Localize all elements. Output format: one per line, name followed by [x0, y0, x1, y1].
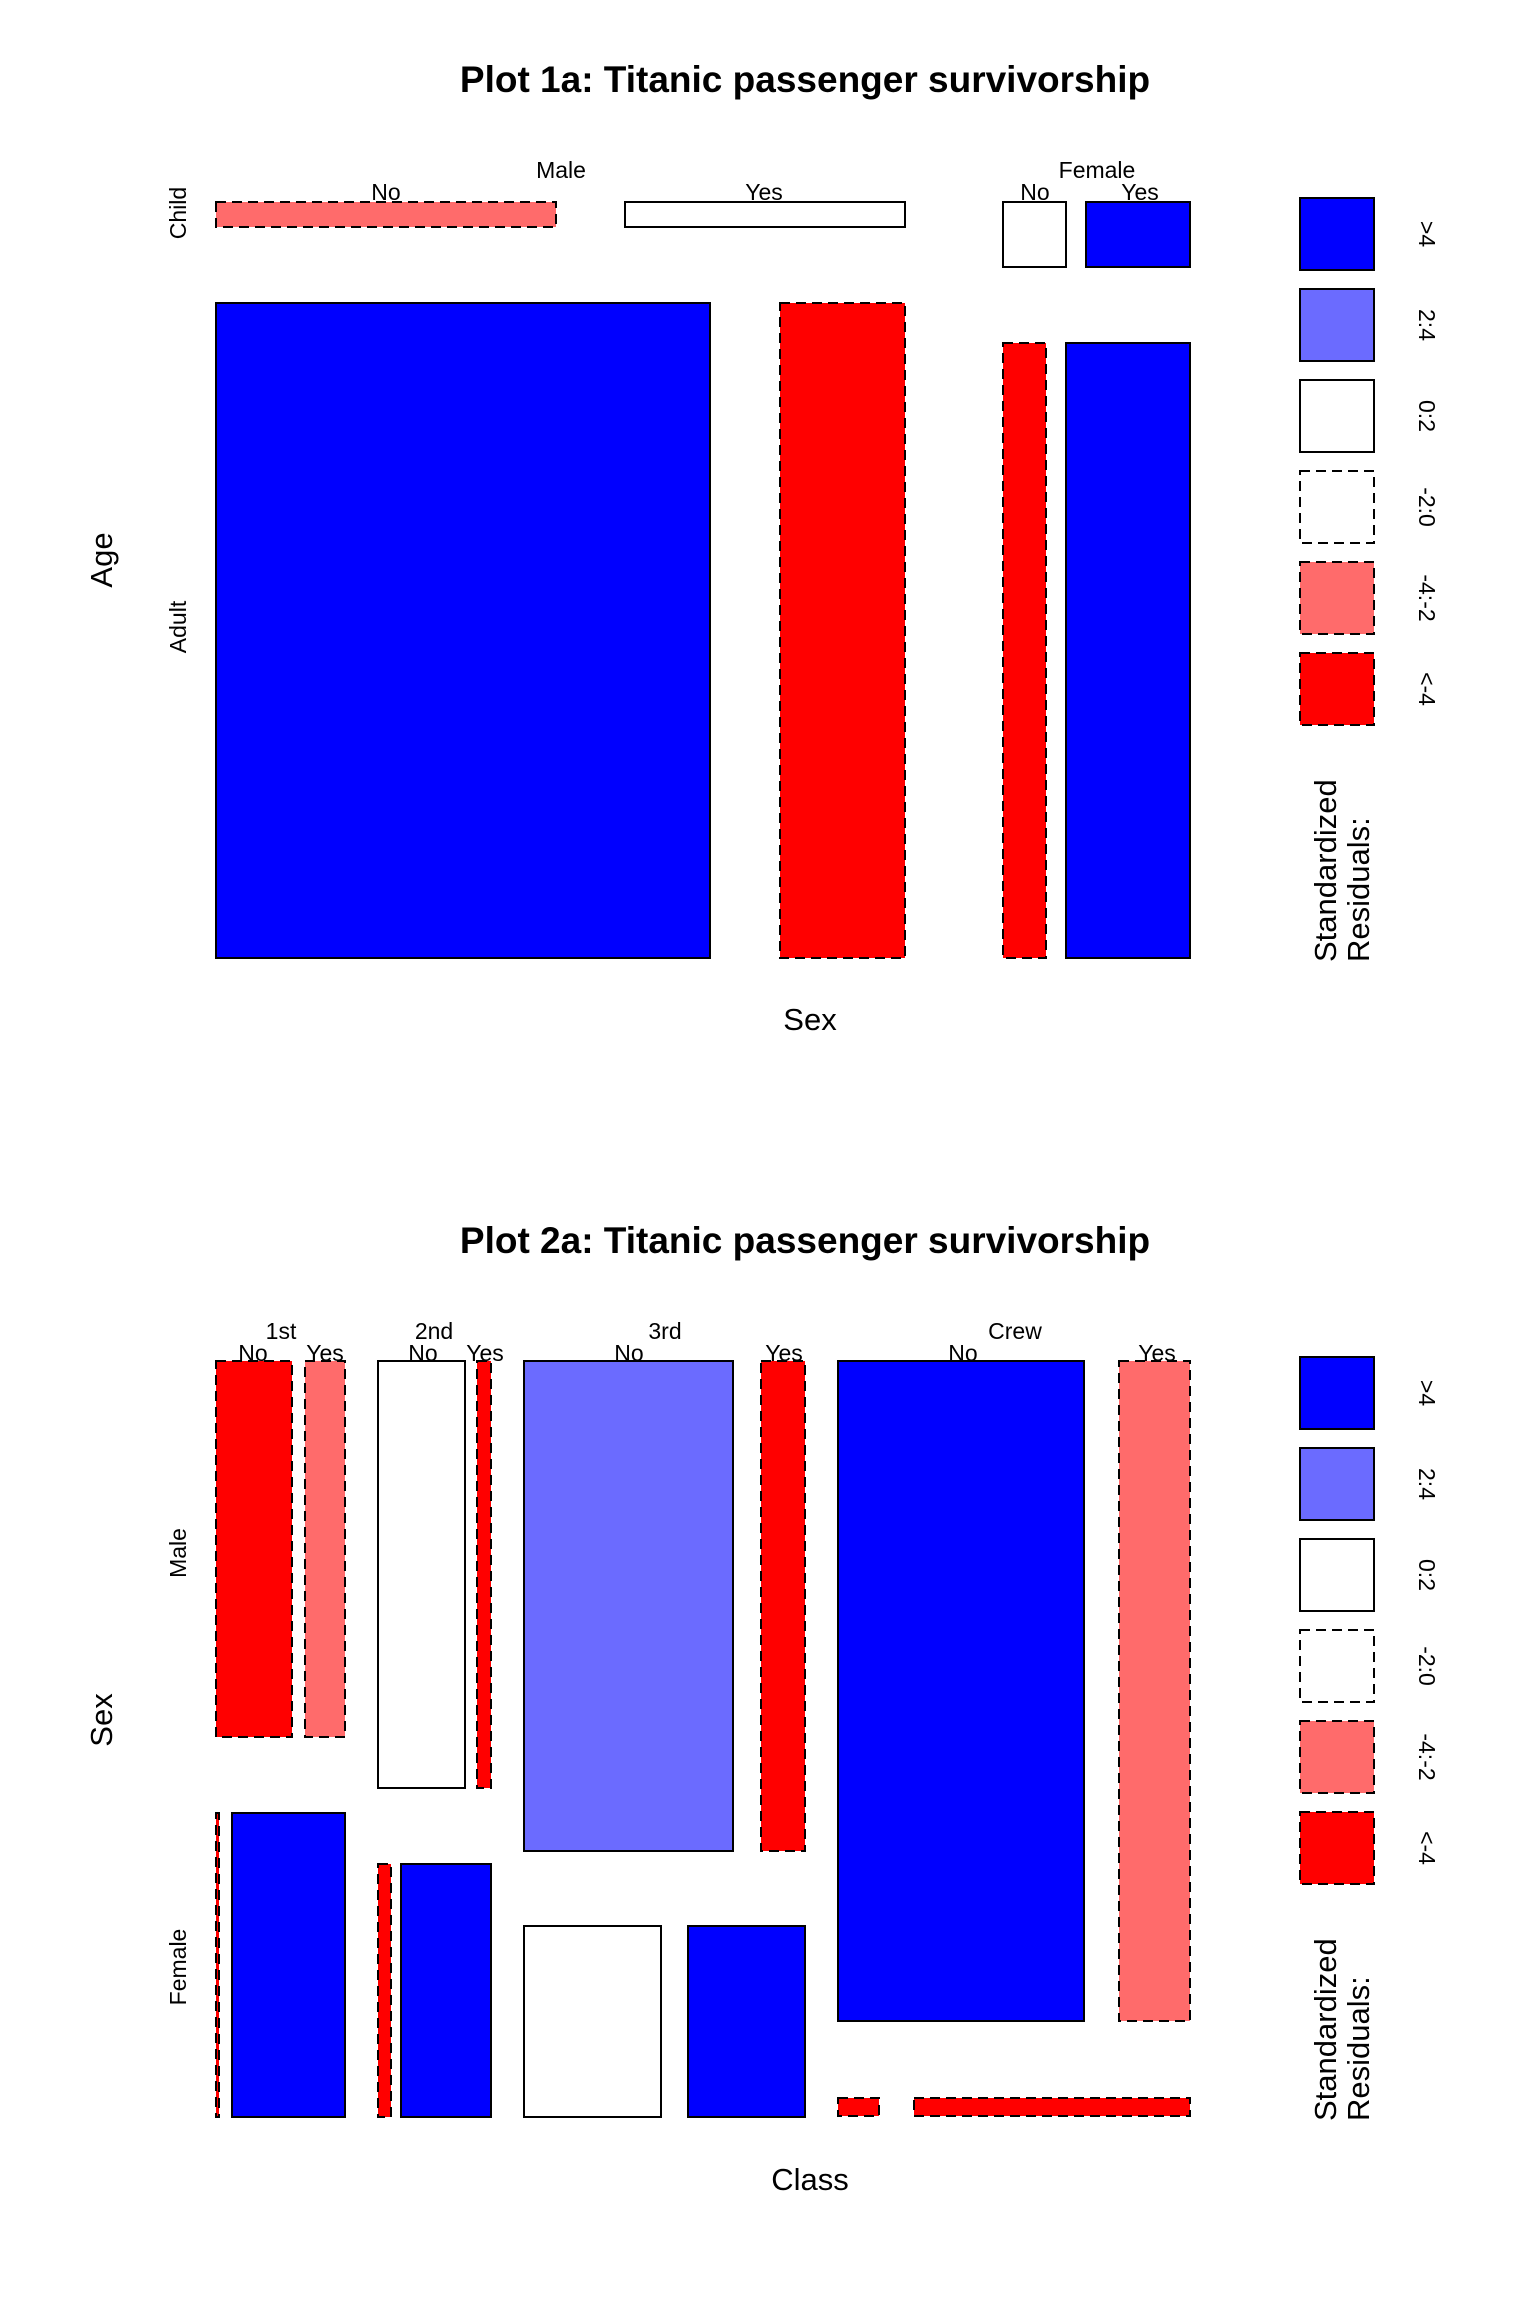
plot-2a-legend-label-gt4: >4	[1414, 1380, 1440, 1406]
plot-2a-tile-crew-male-no	[837, 1360, 1085, 2022]
plot-1a-x-label-male: Male	[536, 157, 586, 183]
plot-1a-split-label-male-no: No	[371, 179, 400, 205]
plot-2a-tile-2nd-male-yes	[476, 1360, 492, 1789]
plot-1a: Plot 1a: Titanic passenger survivorship …	[84, 59, 1440, 1037]
plot-2a-tile-1st-female-no	[215, 1812, 220, 2118]
plot-1a-ylabel: Age	[84, 532, 119, 587]
plot-2a-legend-title: Standardized Residuals:	[1308, 1930, 1376, 2121]
plot-1a-legend-label-lt-4: <-4	[1414, 672, 1440, 706]
plot-1a-legend-label-neg2to0: -2:0	[1414, 487, 1440, 527]
plot-1a-tile-female-child-no	[1002, 201, 1067, 268]
plot-2a-x-label-crew: Crew	[988, 1318, 1042, 1344]
plot-2a-tile-2nd-female-yes	[400, 1863, 492, 2118]
plot-2a-legend-label-neg2to0: -2:0	[1414, 1646, 1440, 1686]
plot-2a-tile-1st-male-no	[215, 1360, 293, 1738]
plot-2a-y-label-female: Female	[165, 1929, 191, 2006]
plot-1a-legend: >4 2:4 0:2 -2:0 -4:-2 <-4 Standardized R…	[1299, 197, 1440, 962]
plot-1a-tile-female-child-yes	[1085, 201, 1191, 268]
plot-2a-tile-crew-female-yes	[913, 2097, 1191, 2117]
plot-1a-legend-label-0to2: 0:2	[1414, 400, 1440, 432]
plot-1a-legend-title-line-1: Standardized	[1308, 779, 1343, 962]
plot-1a-y-label-adult: Adult	[165, 600, 191, 653]
plot-1a-tile-male-child-yes	[624, 201, 906, 228]
plot-2a-x-label-2nd: 2nd	[415, 1318, 453, 1344]
plot-2a-legend-swatch-2to4	[1299, 1447, 1375, 1521]
plot-2a-tile-3rd-male-yes	[760, 1360, 806, 1852]
plot-2a-tile-crew-male-yes	[1118, 1360, 1191, 2022]
plot-1a-x-label-female: Female	[1059, 157, 1136, 183]
plot-2a-x-label-1st: 1st	[266, 1318, 297, 1344]
plot-2a-y-label-male: Male	[165, 1528, 191, 1578]
plot-2a-xlabel: Class	[771, 2162, 849, 2197]
plot-2a-x-label-3rd: 3rd	[648, 1318, 681, 1344]
plot-1a-legend-title-line-2: Residuals:	[1341, 817, 1376, 962]
plot-1a-split-label-female-no: No	[1020, 179, 1049, 205]
plot-2a-legend: >4 2:4 0:2 -2:0 -4:-2 <-4 Standardized R…	[1299, 1356, 1440, 2121]
plot-2a-title: Plot 2a: Titanic passenger survivorship	[460, 1220, 1150, 1261]
plot-2a-tile-crew-female-no	[837, 2097, 880, 2117]
plot-2a-tile-2nd-male-no	[377, 1360, 466, 1789]
plot-1a-legend-swatch-neg2to0	[1299, 470, 1375, 544]
plot-2a: Plot 2a: Titanic passenger survivorship …	[84, 1220, 1440, 2197]
plot-1a-tile-female-adult-no	[1002, 342, 1047, 959]
plot-2a-legend-swatch-0to2	[1299, 1538, 1375, 1612]
plot-2a-legend-swatch-neg4to-2	[1299, 1720, 1375, 1794]
plot-2a-legend-title-line-2: Residuals:	[1341, 1976, 1376, 2121]
plot-2a-legend-label-0to2: 0:2	[1414, 1559, 1440, 1591]
plot-1a-title: Plot 1a: Titanic passenger survivorship	[460, 59, 1150, 100]
plot-1a-xlabel: Sex	[783, 1002, 837, 1037]
plot-1a-legend-swatch-0to2	[1299, 379, 1375, 453]
plot-1a-split-label-male-yes: Yes	[745, 179, 783, 205]
plot-2a-tile-3rd-male-no	[523, 1360, 734, 1852]
plot-2a-tile-2nd-female-no	[377, 1863, 392, 2118]
plot-2a-legend-label-lt-4: <-4	[1414, 1831, 1440, 1865]
plot-2a-legend-label-neg4to-2: -4:-2	[1414, 1733, 1440, 1780]
plot-2a-legend-swatch-gt4	[1299, 1356, 1375, 1430]
plot-1a-tile-male-adult-no	[215, 302, 711, 959]
plot-2a-tile-3rd-female-yes	[687, 1925, 806, 2118]
plot-1a-legend-swatch-gt4	[1299, 197, 1375, 271]
plot-2a-tile-1st-male-yes	[304, 1360, 346, 1738]
plot-1a-split-label-female-yes: Yes	[1121, 179, 1159, 205]
plot-2a-tile-1st-female-yes	[231, 1812, 346, 2118]
plot-1a-legend-title: Standardized Residuals:	[1308, 771, 1376, 962]
plot-1a-legend-label-2to4: 2:4	[1414, 309, 1440, 341]
plot-2a-tile-3rd-female-no	[523, 1925, 662, 2118]
plot-1a-y-label-child: Child	[165, 187, 191, 239]
plot-2a-legend-title-line-1: Standardized	[1308, 1938, 1343, 2121]
plot-1a-tile-female-adult-yes	[1065, 342, 1191, 959]
plot-2a-legend-label-2to4: 2:4	[1414, 1468, 1440, 1500]
plot-1a-legend-swatch-2to4	[1299, 288, 1375, 362]
plot-2a-ylabel: Sex	[84, 1693, 119, 1747]
plot-1a-legend-swatch-neg4to-2	[1299, 561, 1375, 635]
plot-2a-legend-swatch-lt-4	[1299, 1811, 1375, 1885]
plot-1a-legend-swatch-lt-4	[1299, 652, 1375, 726]
plot-1a-tile-male-child-no	[215, 201, 557, 228]
plot-1a-legend-label-gt4: >4	[1414, 221, 1440, 247]
plot-1a-tile-male-adult-yes	[779, 302, 906, 959]
plot-1a-legend-label-neg4to-2: -4:-2	[1414, 574, 1440, 621]
plot-2a-legend-swatch-neg2to0	[1299, 1629, 1375, 1703]
